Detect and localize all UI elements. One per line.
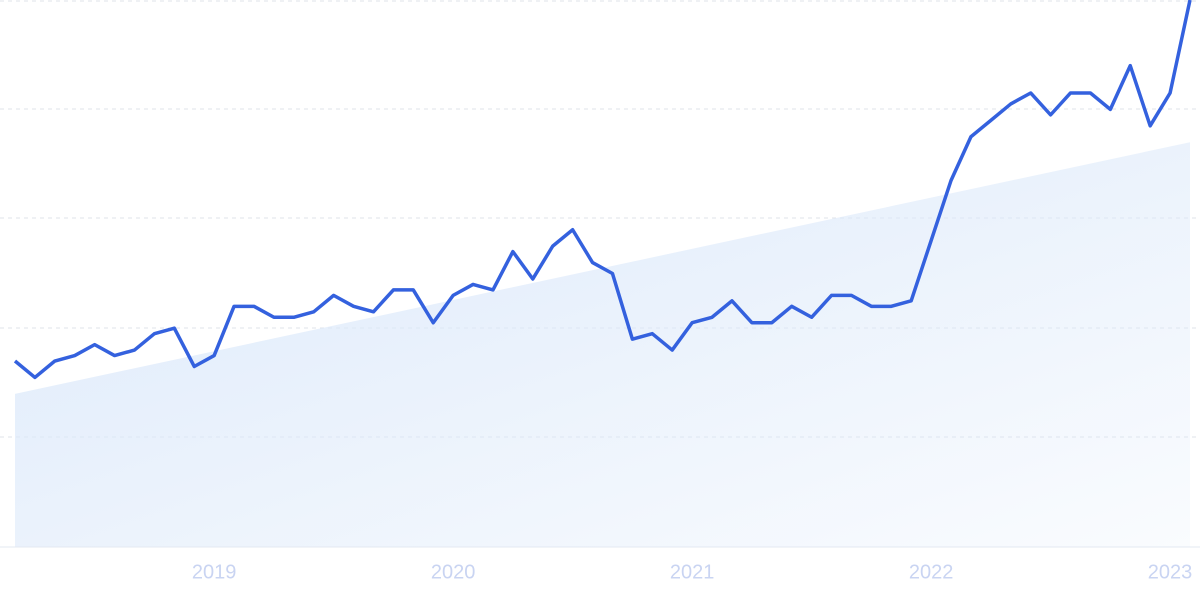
trend-area	[15, 142, 1190, 547]
x-tick-label: 2020	[431, 561, 476, 583]
line	[13, 0, 1192, 380]
x-tick-label: 2019	[192, 561, 237, 583]
x-tick-label: 2022	[909, 561, 954, 583]
x-tick-label: 2023	[1148, 561, 1193, 583]
x-tick-label: 2021	[670, 561, 715, 583]
